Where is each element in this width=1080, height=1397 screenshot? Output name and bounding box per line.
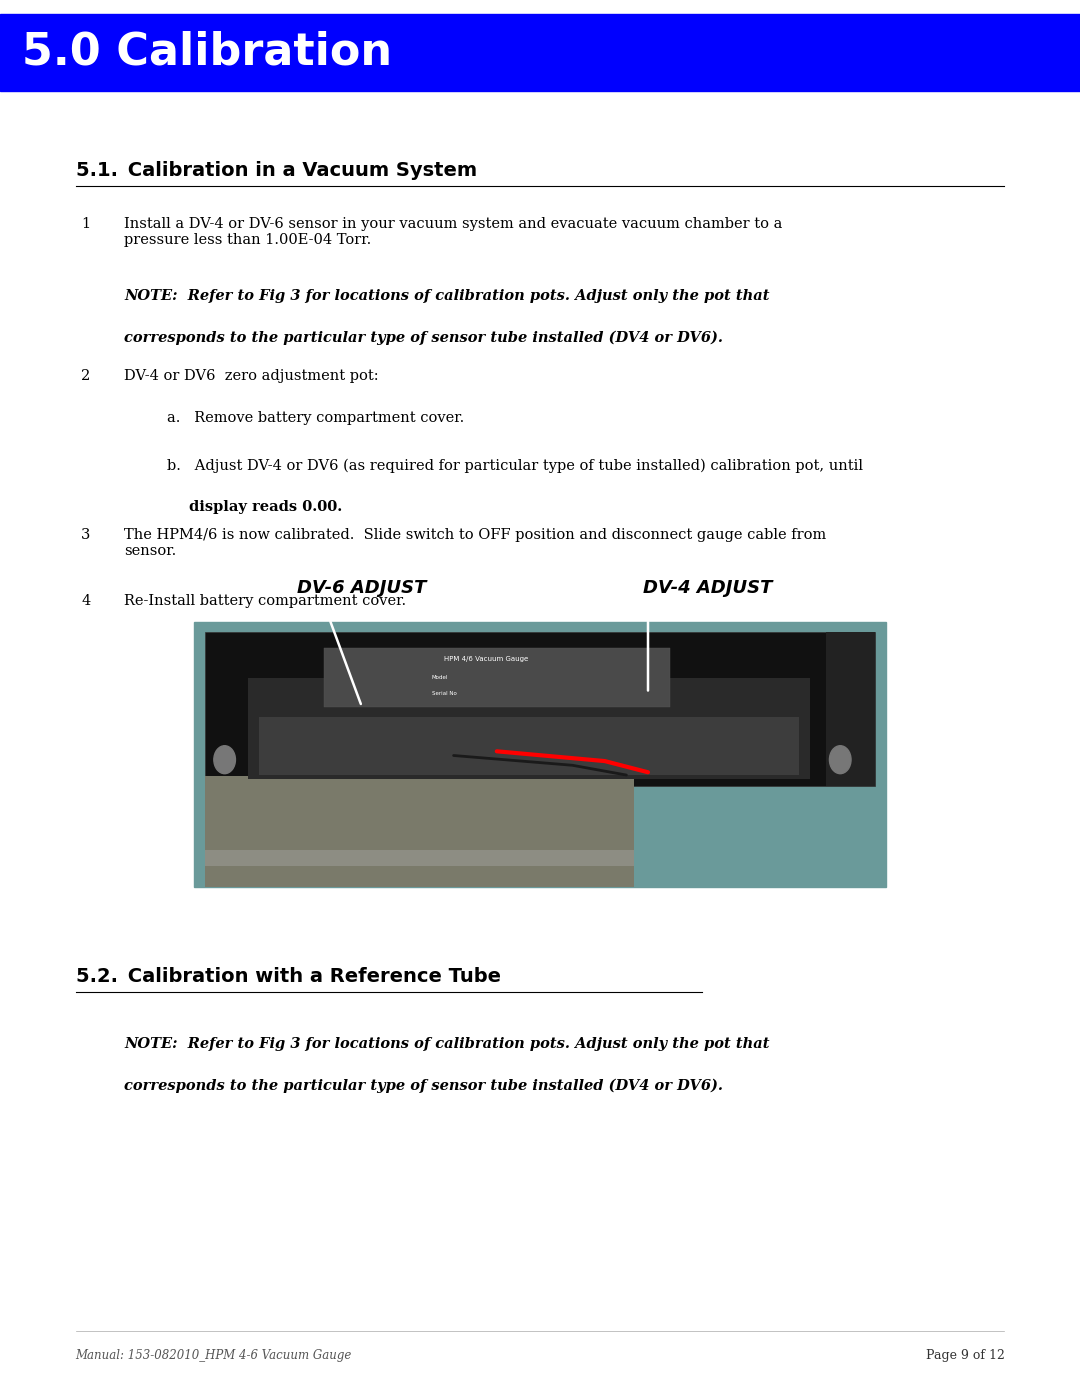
Text: Re-Install battery compartment cover.: Re-Install battery compartment cover. [124,594,406,608]
Bar [194,622,886,887]
Bar [0,14,1080,91]
Bar [248,679,810,780]
Text: 5.0 Calibration: 5.0 Calibration [22,31,392,74]
Text: Model: Model [432,675,448,680]
Text: Page 9 of 12: Page 9 of 12 [926,1350,1004,1362]
Text: NOTE:  Refer to Fig 3 for locations of calibration pots. Adjust only the pot tha: NOTE: Refer to Fig 3 for locations of ca… [124,1037,770,1051]
Bar [205,775,634,887]
Text: 2: 2 [81,369,91,383]
Text: 5.2. Calibration with a Reference Tube: 5.2. Calibration with a Reference Tube [76,967,501,986]
Bar [826,633,875,787]
Text: 4: 4 [81,594,91,608]
Text: Serial No: Serial No [432,692,457,696]
Bar [205,849,634,866]
Bar [324,648,670,707]
Text: Install a DV-4 or DV-6 sensor in your vacuum system and evacuate vacuum chamber : Install a DV-4 or DV-6 sensor in your va… [124,217,783,247]
Text: 5.1. Calibration in a Vacuum System: 5.1. Calibration in a Vacuum System [76,161,476,180]
Text: The HPM4/6 is now calibrated.  Slide switch to OFF position and disconnect gauge: The HPM4/6 is now calibrated. Slide swit… [124,528,826,559]
Text: Manual: 153-082010_HPM 4-6 Vacuum Gauge: Manual: 153-082010_HPM 4-6 Vacuum Gauge [76,1350,352,1362]
Text: corresponds to the particular type of sensor tube installed (DV4 or DV6).: corresponds to the particular type of se… [124,331,724,345]
Text: DV-4 ADJUST: DV-4 ADJUST [643,578,772,597]
Text: DV-6 ADJUST: DV-6 ADJUST [297,578,427,597]
Circle shape [214,746,235,774]
Text: HPM 4/6 Vacuum Gauge: HPM 4/6 Vacuum Gauge [444,655,528,662]
Text: 1: 1 [81,217,90,231]
Text: corresponds to the particular type of sensor tube installed (DV4 or DV6).: corresponds to the particular type of se… [124,1078,724,1092]
Text: b.   Adjust DV-4 or DV6 (as required for particular type of tube installed) cali: b. Adjust DV-4 or DV6 (as required for p… [167,458,863,472]
Bar [205,633,875,787]
Text: a.   Remove battery compartment cover.: a. Remove battery compartment cover. [167,411,464,425]
Text: display reads 0.00.: display reads 0.00. [189,500,342,514]
Bar [259,717,799,775]
Circle shape [829,746,851,774]
Text: 3: 3 [81,528,91,542]
Text: NOTE:  Refer to Fig 3 for locations of calibration pots. Adjust only the pot tha: NOTE: Refer to Fig 3 for locations of ca… [124,289,770,303]
Text: DV-4 or DV6  zero adjustment pot:: DV-4 or DV6 zero adjustment pot: [124,369,379,383]
